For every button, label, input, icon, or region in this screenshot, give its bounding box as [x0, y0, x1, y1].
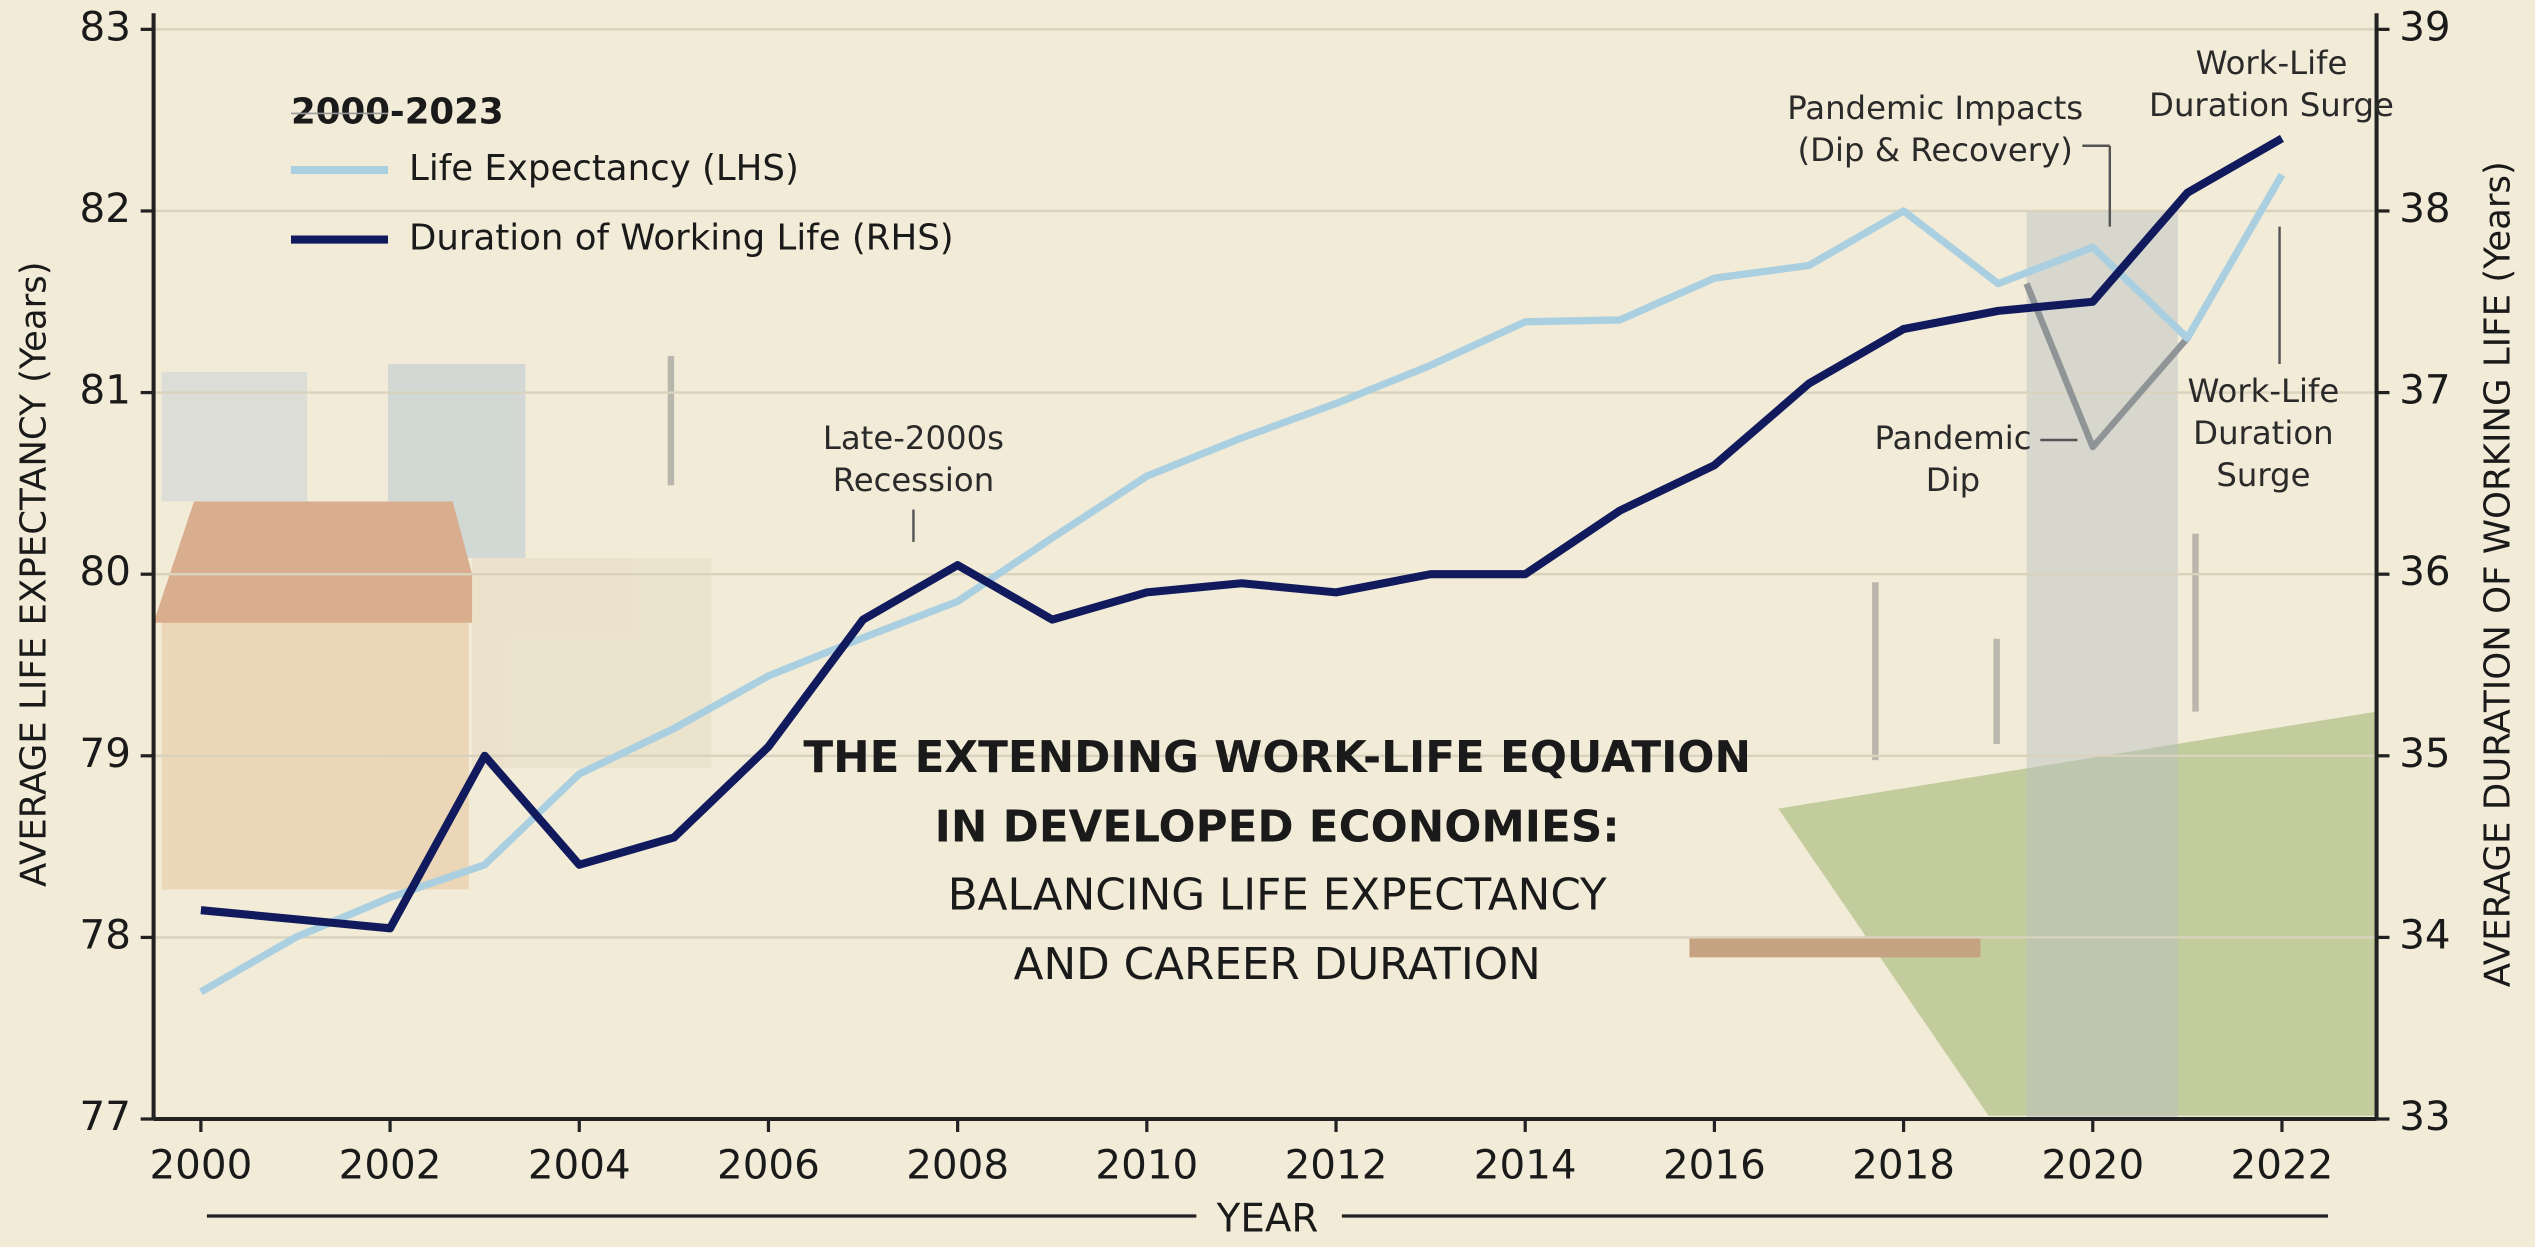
y2-tick-label: 34: [2399, 910, 2450, 958]
x-tick-label: 2020: [2041, 1141, 2144, 1189]
x-axis-label: YEAR: [1216, 1196, 1319, 1241]
legend-title: 2000-2023: [291, 91, 504, 132]
house: [161, 614, 469, 890]
chart-title: IN DEVELOPED ECONOMIES:: [935, 802, 1620, 853]
x-tick-label: 2010: [1095, 1141, 1198, 1189]
annotation: Work-Life: [2187, 372, 2339, 410]
dip-line: [2023, 282, 2190, 451]
annotation: Dip: [1926, 461, 1980, 499]
x-tick-label: 2004: [528, 1141, 631, 1189]
y-axis-label: AVERAGE LIFE EXPECTANCY (Years): [14, 261, 55, 887]
x-tick-label: 2022: [2231, 1141, 2334, 1189]
annotation: Surge: [2216, 456, 2310, 494]
x-tick-label: 2014: [1474, 1141, 1577, 1189]
y-tick-label: 80: [80, 547, 131, 595]
highlight-span: [2026, 210, 2178, 1120]
chart-title: BALANCING LIFE EXPECTANCY: [948, 870, 1607, 921]
y-tick-label: 77: [80, 1092, 131, 1140]
x-tick-label: 2012: [1285, 1141, 1388, 1189]
x-tick-label: 2016: [1663, 1141, 1766, 1189]
y-tick-label: 83: [80, 2, 131, 50]
series-line: [200, 134, 2284, 933]
x-tick-label: 2000: [149, 1141, 252, 1189]
annotation: Late-2000s: [823, 419, 1004, 457]
annotation: Pandemic: [1874, 419, 2031, 457]
x-tick-label: 2008: [906, 1141, 1009, 1189]
y2-tick-label: 39: [2399, 2, 2450, 50]
field: [1778, 711, 2377, 1116]
y2-axis-label: AVERAGE DURATION OF WORKING LIFE (Years): [2477, 161, 2518, 987]
chart-title: AND CAREER DURATION: [1014, 939, 1541, 990]
series-line: [199, 172, 2286, 996]
x-tick-label: 2002: [339, 1141, 442, 1189]
annotation: Work-Life: [2196, 44, 2348, 82]
x-tick-label: 2018: [1852, 1141, 1955, 1189]
legend-label: Life Expectancy (LHS): [409, 148, 799, 189]
building: [472, 558, 712, 769]
annotation: Duration: [2193, 414, 2333, 452]
y-tick-label: 78: [80, 910, 131, 958]
y-tick-label: 81: [80, 366, 131, 414]
y-tick-label: 79: [80, 729, 131, 777]
y2-tick-label: 38: [2399, 184, 2450, 232]
y2-tick-label: 33: [2399, 1092, 2450, 1140]
annotation: Duration Surge: [2149, 86, 2394, 124]
legend-label: Duration of Working Life (RHS): [409, 218, 954, 259]
annotation: Pandemic Impacts: [1787, 89, 2083, 127]
desk: [1689, 937, 1981, 958]
y2-tick-label: 35: [2399, 729, 2450, 777]
x-tick-label: 2006: [717, 1141, 820, 1189]
chart-title: THE EXTENDING WORK-LIFE EQUATION: [803, 732, 1751, 783]
roof: [153, 501, 486, 623]
annotation: Recession: [833, 461, 995, 499]
y2-tick-label: 36: [2399, 547, 2450, 595]
y-tick-label: 82: [80, 184, 131, 232]
annotation: (Dip & Recovery): [1798, 131, 2073, 169]
y2-tick-label: 37: [2399, 366, 2450, 414]
